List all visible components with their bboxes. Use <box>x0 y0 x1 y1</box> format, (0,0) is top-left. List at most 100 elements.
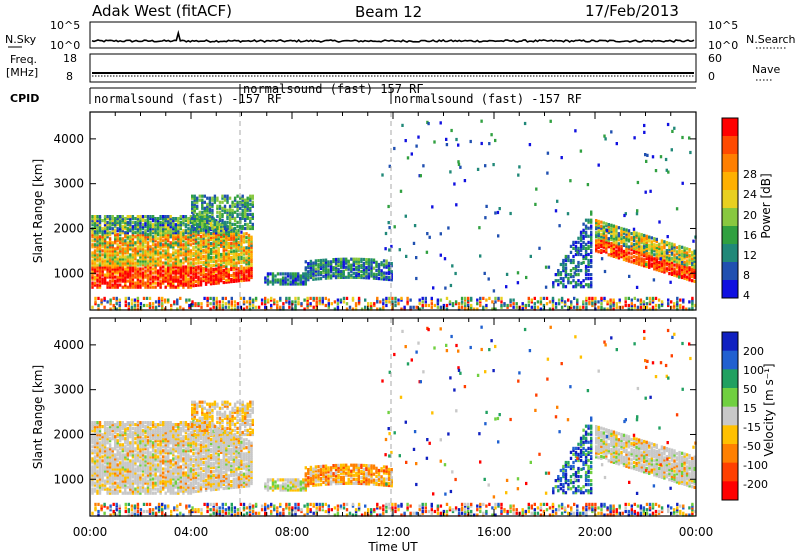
power-echo <box>162 227 165 231</box>
power-echo <box>189 239 193 243</box>
power-echo <box>240 279 243 283</box>
power-echo <box>350 273 353 277</box>
power-echo <box>635 247 638 251</box>
power-echo <box>204 244 208 248</box>
power-ground-echo <box>527 303 530 308</box>
power-echo <box>121 259 124 263</box>
power-echo <box>663 260 666 264</box>
velocity-echo <box>144 441 147 445</box>
power-echo <box>390 272 393 276</box>
power-echo <box>660 269 664 273</box>
power-echo <box>577 240 580 244</box>
power-echo <box>139 233 142 237</box>
power-echo <box>199 226 203 230</box>
power-echo <box>174 277 177 281</box>
power-echo <box>149 255 152 259</box>
power-echo <box>567 277 570 281</box>
power-echo <box>375 272 378 276</box>
power-echo <box>645 252 648 257</box>
velocity-echo <box>131 427 135 431</box>
power-echo <box>111 257 114 261</box>
power-echo <box>192 261 195 266</box>
power-echo <box>250 255 253 259</box>
power-echo <box>197 251 200 255</box>
power-echo <box>111 275 114 279</box>
power-echo <box>242 232 246 236</box>
power-echo <box>685 265 689 269</box>
power-echo <box>245 266 248 270</box>
power-echo <box>372 260 376 264</box>
power-echo <box>193 200 196 204</box>
velocity-echo <box>96 489 99 493</box>
power-echo <box>179 253 182 257</box>
power-echo <box>207 276 210 280</box>
power-ground-echo <box>651 305 655 309</box>
velocity-echo <box>96 473 99 477</box>
power-ground-echo <box>515 302 518 306</box>
power-sparse-echo <box>636 209 639 213</box>
velocity-echo <box>149 459 152 463</box>
power-echo <box>663 256 666 260</box>
power-echo <box>227 270 230 274</box>
velocity-echo <box>146 483 150 487</box>
velocity-echo <box>111 485 114 489</box>
velocity-echo <box>146 459 150 463</box>
power-ground-echo <box>512 305 515 309</box>
velocity-echo <box>159 435 162 439</box>
power-echo <box>582 244 585 248</box>
power-echo <box>223 196 227 200</box>
velocity-echo <box>91 423 94 427</box>
power-echo <box>134 217 137 221</box>
power-ground-echo <box>551 300 555 304</box>
power-ground-echo <box>248 303 252 308</box>
power-sparse-echo <box>644 262 648 267</box>
power-echo <box>232 255 236 259</box>
power-echo <box>332 258 335 262</box>
velocity-echo <box>121 447 124 451</box>
velocity-echo <box>124 469 127 473</box>
power-echo <box>114 253 117 257</box>
power-echo <box>217 273 220 277</box>
power-echo <box>643 233 646 238</box>
power-ground-echo <box>691 300 694 304</box>
power-echo <box>124 277 127 281</box>
power-echo <box>151 225 155 229</box>
power-echo <box>146 243 150 247</box>
power-echo <box>317 269 320 273</box>
power-sparse-echo <box>426 232 429 236</box>
velocity-echo <box>119 439 122 443</box>
power-echo <box>215 267 218 271</box>
power-echo <box>191 196 194 200</box>
power-echo <box>678 246 681 251</box>
velocity-echo <box>162 439 165 443</box>
power-sparse-echo <box>623 213 626 218</box>
power-echo <box>360 259 363 263</box>
power-ground-echo <box>94 300 97 304</box>
power-echo <box>688 266 691 270</box>
power-echo <box>199 251 203 255</box>
velocity-echo <box>106 455 109 459</box>
power-echo <box>189 263 193 267</box>
power-echo <box>172 283 175 287</box>
velocity-echo <box>129 489 132 493</box>
velocity-echo <box>139 461 142 465</box>
power-echo <box>322 262 325 266</box>
power-echo <box>653 253 656 257</box>
power-ground-echo <box>557 302 561 306</box>
velocity-echo <box>106 459 109 463</box>
power-echo <box>101 271 104 275</box>
power-ground-echo <box>309 302 312 306</box>
power-echo <box>169 263 172 267</box>
velocity-echo <box>93 487 97 491</box>
velocity-echo <box>139 445 142 449</box>
power-echo <box>207 262 210 266</box>
power-echo <box>96 231 99 235</box>
power-echo <box>189 267 193 271</box>
velocity-echo <box>106 429 109 433</box>
power-echo <box>370 260 373 264</box>
power-echo <box>187 249 190 253</box>
power-echo <box>192 235 195 239</box>
power-echo <box>134 253 137 257</box>
power-echo <box>595 225 598 229</box>
power-echo <box>164 227 167 231</box>
